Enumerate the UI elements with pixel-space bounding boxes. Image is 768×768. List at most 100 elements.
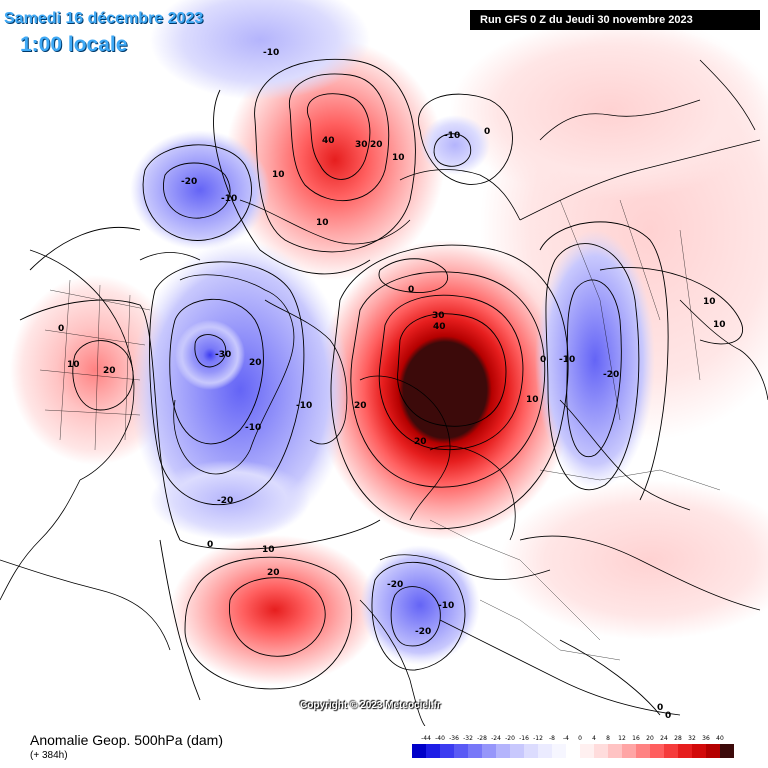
legend-tick-label: -36 <box>449 735 459 742</box>
legend-swatch <box>440 744 454 758</box>
contour-scand-40 <box>397 313 507 427</box>
positive-anomaly-north-africa <box>500 480 768 640</box>
negative-anomaly-alaska <box>150 0 370 100</box>
contour-siberia-40 <box>307 93 371 180</box>
legend-tick-label: 32 <box>688 735 696 742</box>
contour-label-minus30-canada: -30 <box>215 350 231 360</box>
contour-label-0-africa-b: 0 <box>665 711 671 721</box>
contour-na-20 <box>72 340 134 411</box>
contour-zero-3 <box>378 258 448 293</box>
contour-zero-8 <box>559 639 661 716</box>
positive-anomaly-east-asia-2 <box>450 20 768 200</box>
legend-tick-label: -32 <box>463 735 473 742</box>
negative-anomaly-pacific <box>130 130 270 250</box>
contour-russia-m20 <box>566 279 622 458</box>
legend-tick-label: 4 <box>592 735 596 742</box>
legend-tick-label: 36 <box>702 735 710 742</box>
contour-label-20-usa: 20 <box>103 366 116 376</box>
contour-zero-4 <box>213 89 371 275</box>
legend-tick-label: -44 <box>421 735 431 742</box>
contour-canada-m30 <box>194 334 227 368</box>
forecast-date-title: Samedi 16 décembre 2023 <box>4 10 204 27</box>
legend-tick-label: 0 <box>578 735 582 742</box>
legend-swatch <box>454 744 468 758</box>
geopotential-anomaly-map: -10 40 30 20 10 -10 0 10 -20 -10 10 0 30… <box>0 0 768 726</box>
model-run-info: Run GFS 0 Z du Jeudi 30 novembre 2023 <box>470 10 760 30</box>
copyright-notice: Copyright © 2023 Meteociel.fr <box>300 700 441 711</box>
contour-label-10-bering: 10 <box>272 170 285 180</box>
contour-label-20-siberia: 20 <box>370 140 383 150</box>
legend-tick-label: 12 <box>618 735 626 742</box>
contour-label-minus20-iberia: -20 <box>387 580 403 590</box>
contour-label-minus10-alaska: -10 <box>263 48 279 58</box>
contour-label-minus10-med: -10 <box>438 601 454 611</box>
contour-lines <box>19 58 743 716</box>
contour-pacific-m20 <box>163 162 231 219</box>
legend-swatch <box>510 744 524 758</box>
contour-russia-m10 <box>545 243 640 491</box>
negative-anomaly-mediterranean <box>360 545 480 665</box>
legend-swatch <box>566 744 580 758</box>
contour-10-east <box>599 267 743 345</box>
legend-swatch <box>524 744 538 758</box>
legend-swatch <box>622 744 636 758</box>
contour-label-20-canada: 20 <box>249 358 262 368</box>
legend-tick-label: 28 <box>674 735 682 742</box>
legend-swatch <box>412 744 426 758</box>
coastlines <box>0 59 768 726</box>
variable-title: Anomalie Geop. 500hPa (dam) <box>30 732 223 748</box>
legend-labels: -44 -40 -36 -32 -28 -24 -20 -16 -12 -8 -4 0 4 8 12 16 20… <box>412 735 752 745</box>
legend-swatch <box>706 744 720 758</box>
contour-canada-m10 <box>149 261 305 505</box>
legend-swatch <box>538 744 552 758</box>
contour-label-minus20-pacific: -20 <box>181 177 197 187</box>
contour-label-40-scandinavia: 40 <box>433 322 446 332</box>
legend-tick-label: -16 <box>519 735 529 742</box>
map-area: -10 40 30 20 10 -10 0 10 -20 -10 10 0 30… <box>0 0 768 726</box>
contour-zero-5 <box>418 93 513 185</box>
contour-zero-7 <box>159 539 201 701</box>
anomaly-shading <box>10 0 768 685</box>
negative-anomaly-canada-core <box>175 320 245 390</box>
legend-swatch <box>636 744 650 758</box>
contour-label-10-arctic: 10 <box>316 218 329 228</box>
contour-label-10-atlantic: 10 <box>262 545 275 555</box>
legend-swatch <box>678 744 692 758</box>
contour-label-0-atlantic: 0 <box>207 540 213 550</box>
contour-label-minus20-med: -20 <box>415 627 431 637</box>
legend-swatch <box>608 744 622 758</box>
legend-swatch <box>650 744 664 758</box>
contour-label-40-siberia: 40 <box>322 136 335 146</box>
legend-tick-label: -24 <box>491 735 501 742</box>
legend-swatch <box>468 744 482 758</box>
contour-med-m10 <box>371 562 466 671</box>
contour-label-minus10-china: -10 <box>444 131 460 141</box>
contour-label-10-westcoast: 10 <box>67 360 80 370</box>
legend-tick-label: -40 <box>435 735 445 742</box>
map-footer: Anomalie Geop. 500hPa (dam) (+ 384h) -44… <box>0 726 768 768</box>
legend-swatch <box>580 744 594 758</box>
contour-label-10-siberia: 10 <box>392 153 405 163</box>
positive-anomaly-atlantic <box>170 535 380 685</box>
contour-label-10-east-b: 10 <box>713 320 726 330</box>
forecast-time-title: 1:00 locale <box>20 33 128 56</box>
negative-anomaly-china <box>420 115 490 175</box>
contour-label-30-scandinavia: 30 <box>432 311 445 321</box>
contour-canada-m20 <box>169 298 264 445</box>
contour-label-layer: -10 40 30 20 10 -10 0 10 -20 -10 10 0 30… <box>58 48 726 721</box>
contour-zero-1 <box>19 299 381 550</box>
legend-swatch <box>496 744 510 758</box>
contour-label-0-west: 0 <box>58 324 64 334</box>
contour-label-20-iceland: 20 <box>354 401 367 411</box>
contour-label-minus10-pacific: -10 <box>221 194 237 204</box>
contour-label-minus10-labrador: -10 <box>245 423 261 433</box>
legend-color-bar <box>412 744 734 760</box>
contour-label-20-northsea: 20 <box>414 437 427 447</box>
legend-tick-label: -4 <box>563 735 569 742</box>
lead-time: (+ 384h) <box>30 750 68 761</box>
negative-anomaly-canada <box>130 240 350 540</box>
contour-label-minus20-russia: -20 <box>603 370 619 380</box>
legend-tick-label: -20 <box>505 735 515 742</box>
contour-label-0-russia: 0 <box>540 355 546 365</box>
contour-label-minus10-russia: -10 <box>559 355 575 365</box>
